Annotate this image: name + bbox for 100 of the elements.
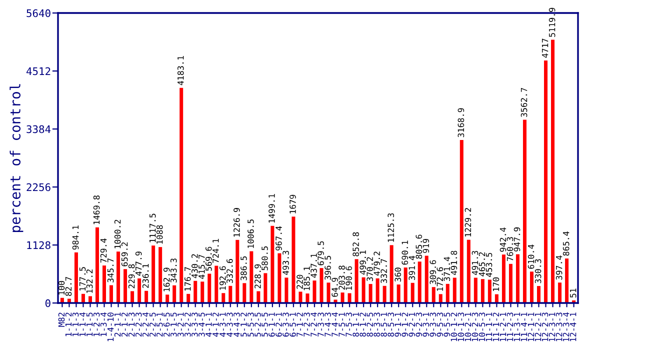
x-tick-label: 3-1-5	[170, 312, 177, 337]
x-tick-label: 2-2-3	[135, 312, 142, 336]
data-label: 1499.1	[268, 194, 275, 223]
x-tick-label: 11-1-2	[492, 312, 500, 342]
x-tick-label: 9-2-3	[416, 312, 422, 337]
data-label: 580.5	[262, 246, 268, 270]
bar	[320, 268, 324, 303]
x-tick-label: 1-1-4	[79, 312, 86, 336]
bar	[110, 285, 114, 303]
data-label: 3168.9	[458, 108, 464, 138]
bar	[214, 266, 218, 303]
bar	[382, 286, 386, 303]
data-label: 172.6	[436, 267, 444, 291]
x-tick-label: 4-3-1	[220, 312, 226, 337]
data-label: 1229.2	[464, 208, 472, 236]
bar	[558, 282, 562, 303]
bar	[236, 240, 240, 303]
x-tick-label: 2-2-5	[149, 312, 156, 336]
data-label: 162.9	[163, 268, 170, 292]
x-tick-label: 12-3-1	[548, 312, 556, 342]
data-label: 865.4	[562, 231, 570, 256]
data-label: 724.1	[212, 238, 219, 263]
bar	[424, 256, 428, 303]
x-tick-label: 9-1-2	[402, 312, 408, 337]
data-label: 499.1	[360, 250, 366, 275]
data-label: 760.3	[506, 237, 514, 262]
bar	[516, 254, 520, 303]
y-tick-label: 2256	[26, 183, 50, 192]
x-tick-label: 1-4-10	[107, 312, 114, 342]
x-tick-label: 10-5-3	[478, 312, 486, 342]
bar	[250, 251, 254, 303]
data-label: 493.3	[282, 250, 289, 275]
x-tick-label: 9-1-1	[394, 312, 402, 337]
x-tick-label: 7-3-3	[318, 312, 324, 337]
x-tick-label: 12-2-3	[542, 312, 548, 342]
x-tick-label: 8-1-2	[360, 312, 366, 337]
data-label: 1088	[156, 225, 163, 244]
x-tick-label: 4-4-3	[234, 312, 240, 337]
data-label: 690.1	[402, 240, 408, 265]
bar	[194, 280, 198, 303]
data-label: 1226.9	[234, 208, 240, 237]
bar	[438, 294, 442, 303]
data-label: 330.3	[534, 259, 542, 284]
bar	[348, 293, 352, 303]
x-tick-label: 10-2-1	[464, 312, 472, 342]
x-tick-label: 3-2-1	[177, 312, 184, 337]
data-label: 5119.9	[548, 8, 556, 37]
bar	[144, 290, 148, 303]
bar	[396, 284, 400, 303]
bar	[124, 269, 128, 303]
x-tick-label: 6-3-3	[282, 312, 289, 337]
data-label: 391.4	[408, 256, 416, 280]
bar	[172, 285, 176, 303]
data-label: 659.2	[121, 242, 128, 266]
bar	[242, 283, 246, 303]
data-label: 984.1	[72, 226, 79, 250]
data-label: 345.7	[107, 258, 114, 282]
data-label: 967.4	[276, 226, 282, 250]
x-tick-label: 9-2-1	[408, 312, 416, 337]
x-tick-label: 2-2-4	[142, 312, 149, 336]
data-label: 465.2	[478, 252, 486, 276]
bar	[530, 272, 534, 303]
data-label: 229.8	[128, 264, 135, 288]
x-tick-label: M82	[58, 312, 65, 327]
data-label: 4183.1	[177, 56, 184, 86]
bar	[278, 253, 282, 303]
data-label: 477.9	[135, 252, 142, 276]
bar	[158, 247, 162, 303]
x-tick-label: 7-2-4	[310, 312, 317, 337]
bar	[418, 262, 422, 303]
bar	[208, 274, 212, 303]
x-tick-label: 1-1-3	[72, 312, 79, 336]
bar	[488, 280, 492, 303]
x-tick-label: 1-1-2	[65, 312, 72, 336]
x-tick-label: 10-1-3	[458, 312, 464, 342]
x-tick-label: 4-3-3	[226, 312, 233, 337]
data-label: 190.6	[346, 266, 352, 290]
bar	[544, 60, 548, 303]
bar	[368, 284, 372, 303]
bar	[480, 279, 484, 303]
x-tick-label: 8-5-1	[380, 312, 388, 337]
bar	[298, 292, 302, 303]
data-label: 370.2	[366, 257, 373, 282]
data-label: 919	[422, 238, 430, 253]
bar	[95, 227, 99, 303]
x-tick-label: 1-2-3	[93, 312, 100, 336]
data-label: 479.2	[374, 252, 380, 276]
data-label: 1006.5	[248, 219, 254, 248]
data-label: 1125.3	[388, 213, 394, 242]
x-tick-label: 2-1-1	[114, 312, 121, 336]
data-label: 942.4	[500, 228, 506, 252]
x-tick-label: 3-4-5	[198, 312, 205, 337]
bar	[390, 245, 394, 303]
bar	[222, 293, 226, 303]
y-tick-label: 5640	[26, 9, 50, 18]
data-label: 170	[492, 277, 500, 291]
bar	[74, 252, 78, 303]
y-tick-label: 1128	[27, 241, 50, 250]
bar	[326, 282, 330, 303]
x-tick-label: 2-5-1	[156, 312, 163, 336]
